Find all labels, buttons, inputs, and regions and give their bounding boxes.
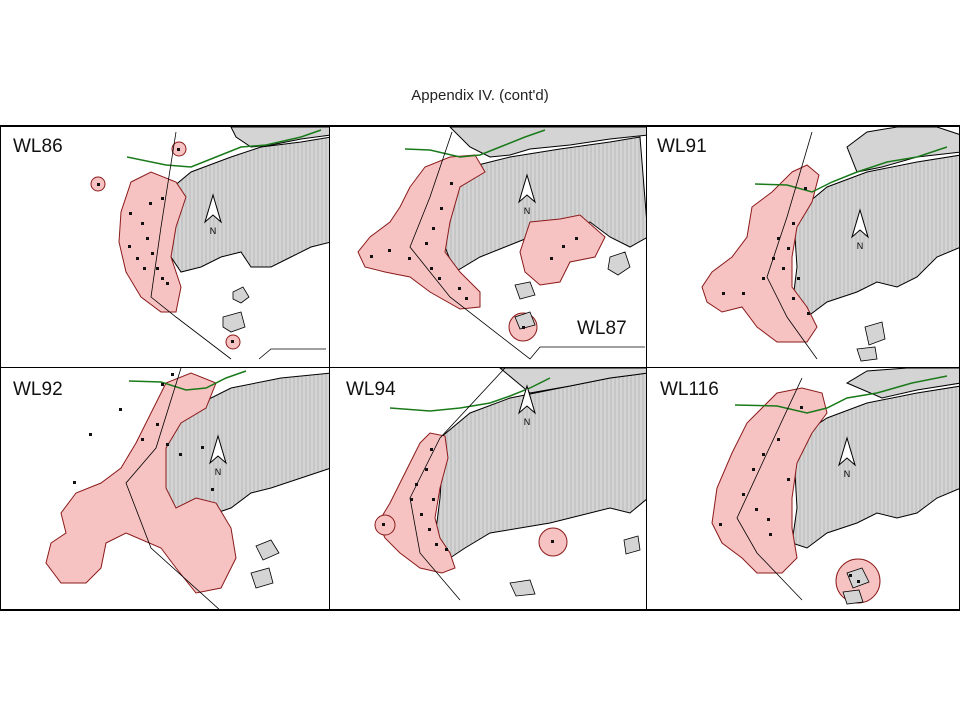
- panel-label: WL94: [346, 379, 396, 400]
- home-range-polygon: [377, 432, 456, 574]
- map-grid: N WL86: [0, 125, 960, 611]
- panel-label: WL116: [660, 379, 719, 400]
- map-panel-wl86: N WL86: [0, 126, 330, 368]
- land-north: [499, 368, 646, 394]
- map-panel-wl91: N WL91: [646, 126, 960, 368]
- home-range-polygon: [711, 387, 828, 574]
- land-mass: [160, 136, 329, 273]
- boundary-line: [754, 146, 948, 193]
- land-north: [449, 127, 646, 158]
- map-panel-wl116: N WL116: [646, 367, 960, 610]
- svg-text:N: N: [524, 417, 531, 427]
- region-line: [150, 131, 326, 360]
- north-arrow-icon: N: [204, 193, 222, 236]
- north-arrow-icon: N: [518, 384, 536, 427]
- panel-label: WL87: [577, 318, 627, 339]
- panel-label: WL86: [13, 136, 63, 157]
- telemetry-locations: [370, 182, 578, 329]
- svg-text:N: N: [844, 469, 851, 479]
- map-panel-wl87: N WL87: [329, 126, 647, 368]
- telemetry-locations: [73, 373, 214, 491]
- page-title: Appendix IV. (cont'd): [411, 87, 549, 104]
- svg-text:N: N: [215, 467, 222, 477]
- islands: [222, 286, 250, 333]
- map-panel-wl92: N WL92: [0, 367, 330, 610]
- land-mass: [434, 372, 646, 559]
- telemetry-locations: [382, 448, 554, 551]
- telemetry-locations: [97, 148, 234, 343]
- land-mass: [791, 385, 959, 549]
- land-north: [230, 127, 329, 148]
- map-panel-wl94: N WL94: [329, 367, 647, 610]
- north-arrow-icon: N: [851, 208, 869, 251]
- home-range-polygon: [45, 372, 237, 594]
- boundary-line: [126, 129, 322, 168]
- north-arrow-icon: N: [518, 173, 536, 216]
- svg-text:N: N: [210, 226, 217, 236]
- land-north: [845, 368, 959, 399]
- region-line: [125, 368, 220, 609]
- telemetry-locations: [722, 187, 810, 315]
- north-arrow-icon: N: [838, 436, 856, 479]
- islands: [842, 567, 870, 605]
- boundary-line: [404, 129, 546, 158]
- north-arrow-icon: N: [209, 434, 227, 477]
- islands: [514, 251, 631, 330]
- region-line: [736, 377, 803, 601]
- svg-text:N: N: [857, 241, 864, 251]
- islands: [250, 539, 280, 589]
- home-range-polygon: [701, 164, 820, 343]
- home-range-polygon: [118, 171, 187, 313]
- telemetry-locations: [719, 406, 860, 583]
- boundary-line: [128, 370, 247, 391]
- boundary-line: [734, 375, 948, 414]
- svg-text:N: N: [524, 206, 531, 216]
- boundary-line: [389, 377, 551, 412]
- home-range-polygon: [357, 154, 486, 310]
- islands: [856, 321, 886, 362]
- panel-label: WL91: [657, 136, 707, 157]
- region-line: [766, 131, 818, 360]
- islands: [509, 535, 641, 597]
- panel-label: WL92: [13, 379, 63, 400]
- region-line: [409, 131, 645, 360]
- home-range-polygon: [519, 214, 606, 286]
- land-north: [846, 127, 959, 173]
